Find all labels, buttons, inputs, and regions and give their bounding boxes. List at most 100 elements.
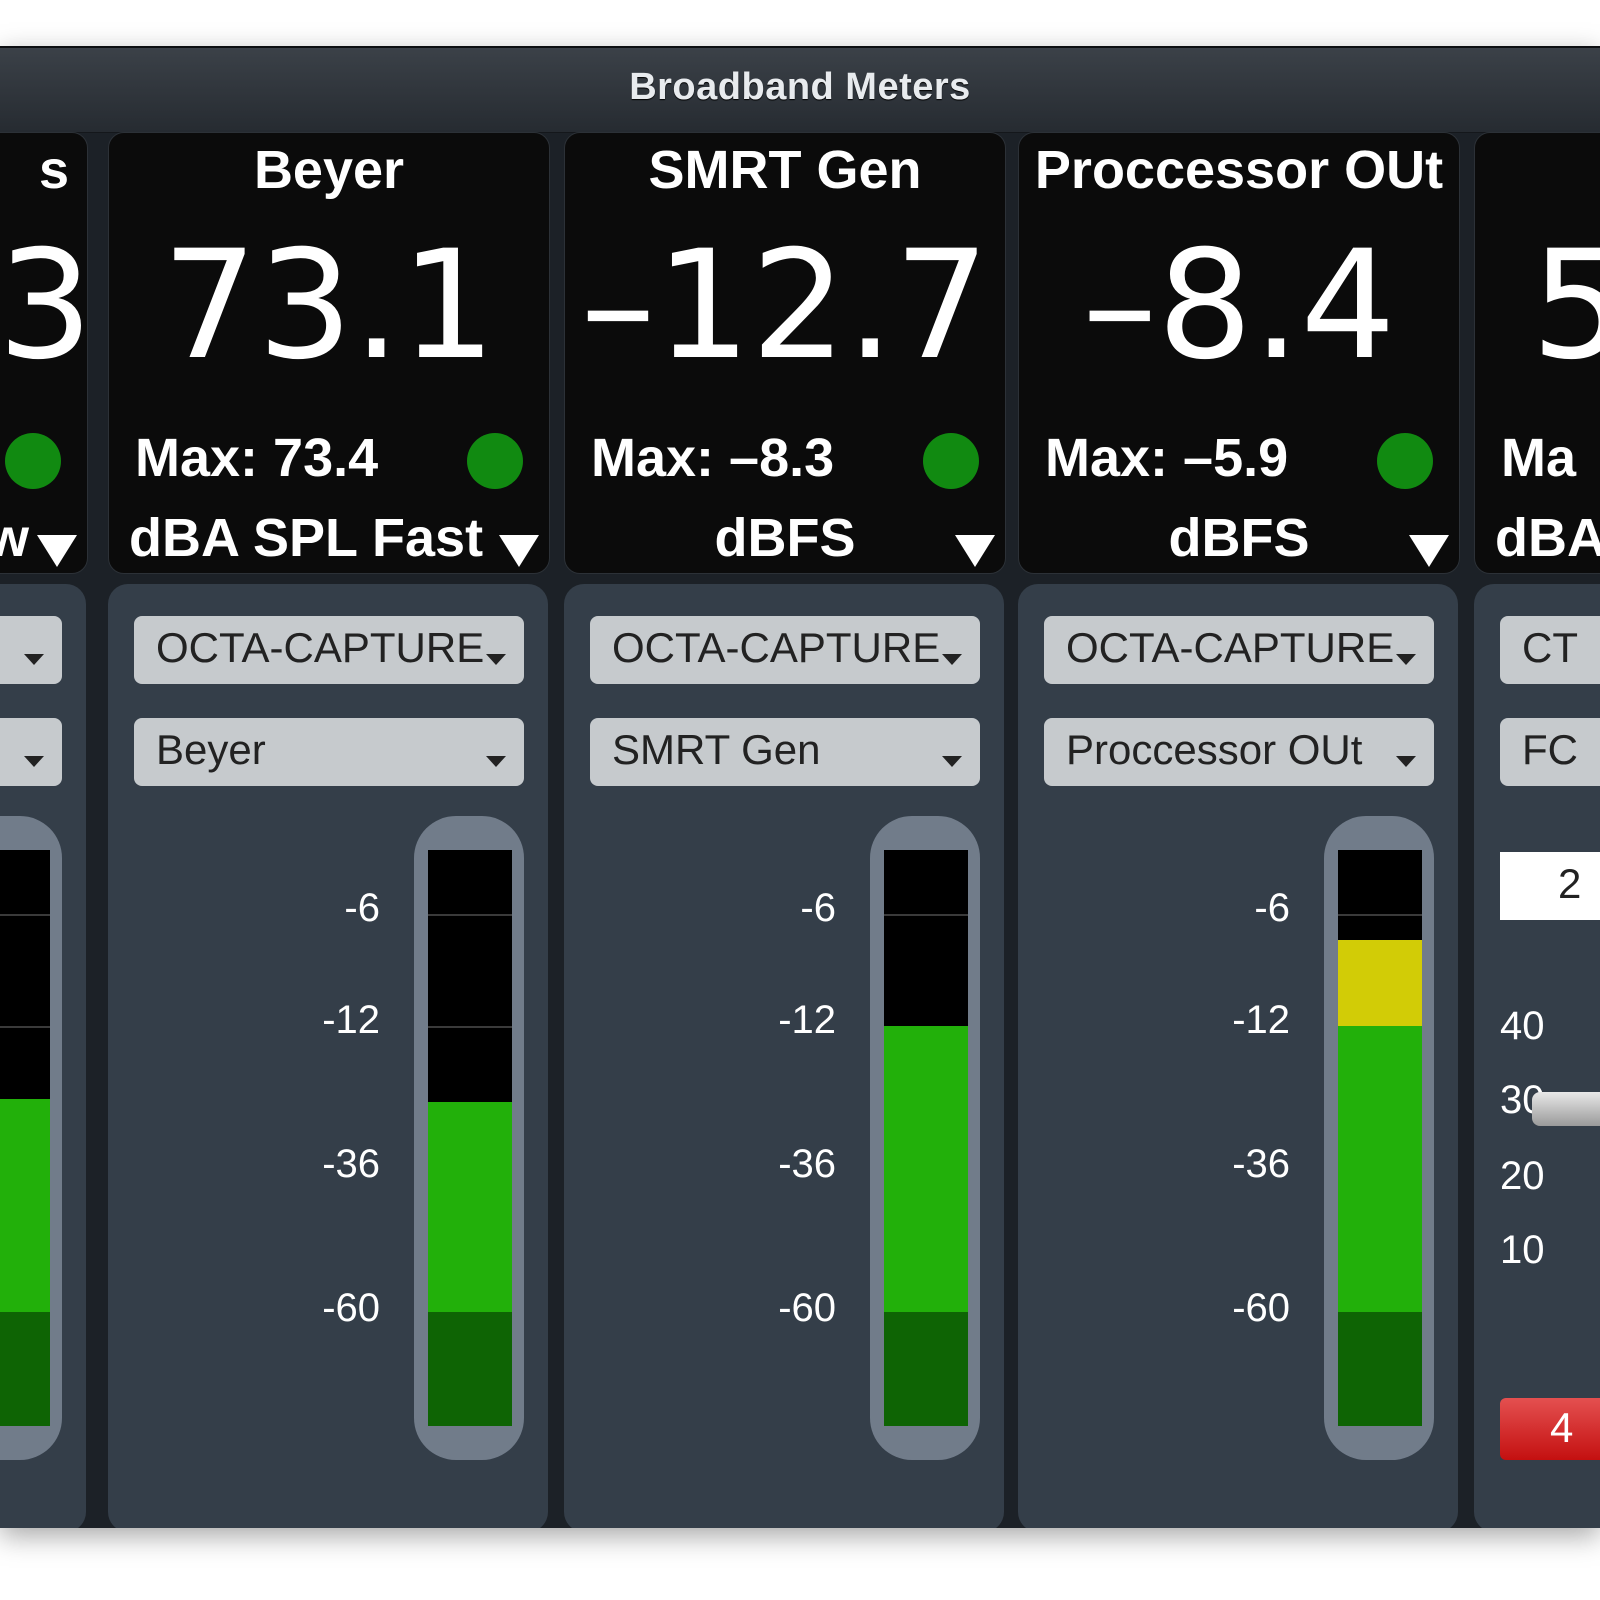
status-led [1377,433,1433,489]
max-value: Ma [1501,428,1577,488]
meter-track [1338,850,1422,1426]
unit-label: dBA SPL Fast [129,508,484,568]
channel-readout: s 3 w [0,132,93,574]
channel-body: CT FC 2 40 30 20 10 4 [1474,584,1600,1528]
chevron-down-icon [1396,654,1416,665]
max-value: Max: 73.4 [135,428,379,488]
scale-label: -6 [344,886,380,930]
meter-fill-green [1338,1026,1422,1312]
scale-label: 10 [1500,1228,1545,1272]
channel-name: Beyer [253,140,405,200]
unit-dropdown-arrow-icon[interactable] [499,535,539,567]
channel-strip: 5 Ma dBA CT FC 2 40 30 20 10 4 [1474,132,1600,1528]
chevron-down-icon [942,654,962,665]
level-value: –8.4 [1082,219,1396,393]
meter-fill-green [0,1099,50,1312]
broadband-meters-window: Broadband Meters s 3 w [0,46,1600,1528]
scale-label: 40 [1500,1004,1545,1048]
level-value: 73.1 [162,219,496,393]
level-value: 5 [1531,231,1600,381]
level-meter [870,816,980,1460]
meter-tick [428,1026,512,1028]
channel-readout: Proccessor OUt –8.4 Max: –5.9 dBFS [1018,132,1460,574]
level-meter [0,816,62,1460]
meter-tick [0,914,50,916]
chevron-down-icon [486,756,506,767]
device-select[interactable]: OCTA-CAPTURE [1044,616,1434,684]
channel-readout: 5 Ma dBA [1474,132,1600,574]
input-select[interactable]: FC [1500,718,1600,786]
input-select[interactable] [0,718,62,786]
scale-label: -36 [1232,1142,1290,1186]
level-meter [414,816,524,1460]
meter-fill-dark-green [428,1312,512,1426]
meter-fill-yellow [1338,940,1422,1026]
scale-label: -12 [1232,998,1290,1042]
scale-label: -12 [778,998,836,1042]
title-bar[interactable]: Broadband Meters [0,48,1600,133]
channel-strip-beyer: Beyer 73.1 Max: 73.4 dBA SPL Fast OCTA-C… [108,132,550,1528]
scale-label: -6 [1254,886,1290,930]
meter-fill-green [428,1102,512,1312]
meter-track [0,850,50,1426]
scale-label: -36 [778,1142,836,1186]
channel-strip-proccessor-out: Proccessor OUt –8.4 Max: –5.9 dBFS OCTA-… [1018,132,1460,1528]
scale-label: -12 [322,998,380,1042]
value-field[interactable]: 2 [1500,852,1600,920]
device-select[interactable]: OCTA-CAPTURE [134,616,524,684]
status-led [5,433,61,489]
meter-fill-dark-green [0,1312,50,1426]
chevron-down-icon [942,756,962,767]
max-value: Max: –5.9 [1045,428,1289,488]
chevron-down-icon [24,654,44,665]
meter-tick [884,914,968,916]
channel-body: OCTA-CAPTURE Beyer -6 -12 -36 -60 [108,584,548,1528]
meter-fill-dark-green [884,1312,968,1426]
meter-tick [0,1026,50,1028]
device-select[interactable]: CT [1500,616,1600,684]
level-value: –12.7 [580,219,990,393]
unit-dropdown-arrow-icon[interactable] [37,535,77,567]
scale-label: 20 [1500,1154,1545,1198]
slider-handle[interactable] [1532,1092,1600,1126]
channel-name: s [38,140,69,200]
channel-readout: Beyer 73.1 Max: 73.4 dBA SPL Fast [108,132,550,574]
meter-track [884,850,968,1426]
unit-dropdown-arrow-icon[interactable] [1409,535,1449,567]
device-select[interactable] [0,616,62,684]
channel-readout: SMRT Gen –12.7 Max: –8.3 dBFS [564,132,1006,574]
scale-label: -60 [778,1286,836,1330]
window-title: Broadband Meters [629,66,971,108]
input-select[interactable]: Proccessor OUt [1044,718,1434,786]
channel-strip-smrt-gen: SMRT Gen –12.7 Max: –8.3 dBFS OCTA-CAPTU… [564,132,1006,1528]
status-led [923,433,979,489]
red-button[interactable]: 4 [1500,1398,1600,1460]
unit-label: w [0,507,29,569]
chevron-down-icon [486,654,506,665]
meter-fill-green [884,1026,968,1312]
device-select[interactable]: OCTA-CAPTURE [590,616,980,684]
meter-empty-segment [0,850,50,1099]
max-value: Max: –8.3 [591,428,835,488]
unit-dropdown-arrow-icon[interactable] [955,535,995,567]
status-led [467,433,523,489]
input-select[interactable]: SMRT Gen [590,718,980,786]
meter-tick [428,914,512,916]
unit-label: dBFS [1168,508,1310,568]
meter-track [428,850,512,1426]
chevron-down-icon [1396,756,1416,767]
scale-label: -60 [322,1286,380,1330]
meter-tick [1338,914,1422,916]
scale-label: -36 [322,1142,380,1186]
red-button-label: 4 [1550,1404,1574,1451]
channel-name: Proccessor OUt [1034,140,1444,200]
scale-label: -6 [800,886,836,930]
scale-label: -60 [1232,1286,1290,1330]
meter-fill-dark-green [1338,1312,1422,1426]
level-value: 3 [0,219,93,393]
channel-body: OCTA-CAPTURE Proccessor OUt -6 -12 -36 -… [1018,584,1458,1528]
channel-name: SMRT Gen [648,140,922,200]
input-select[interactable]: Beyer [134,718,524,786]
level-meter [1324,816,1434,1460]
value-field-text: 2 [1558,860,1582,907]
